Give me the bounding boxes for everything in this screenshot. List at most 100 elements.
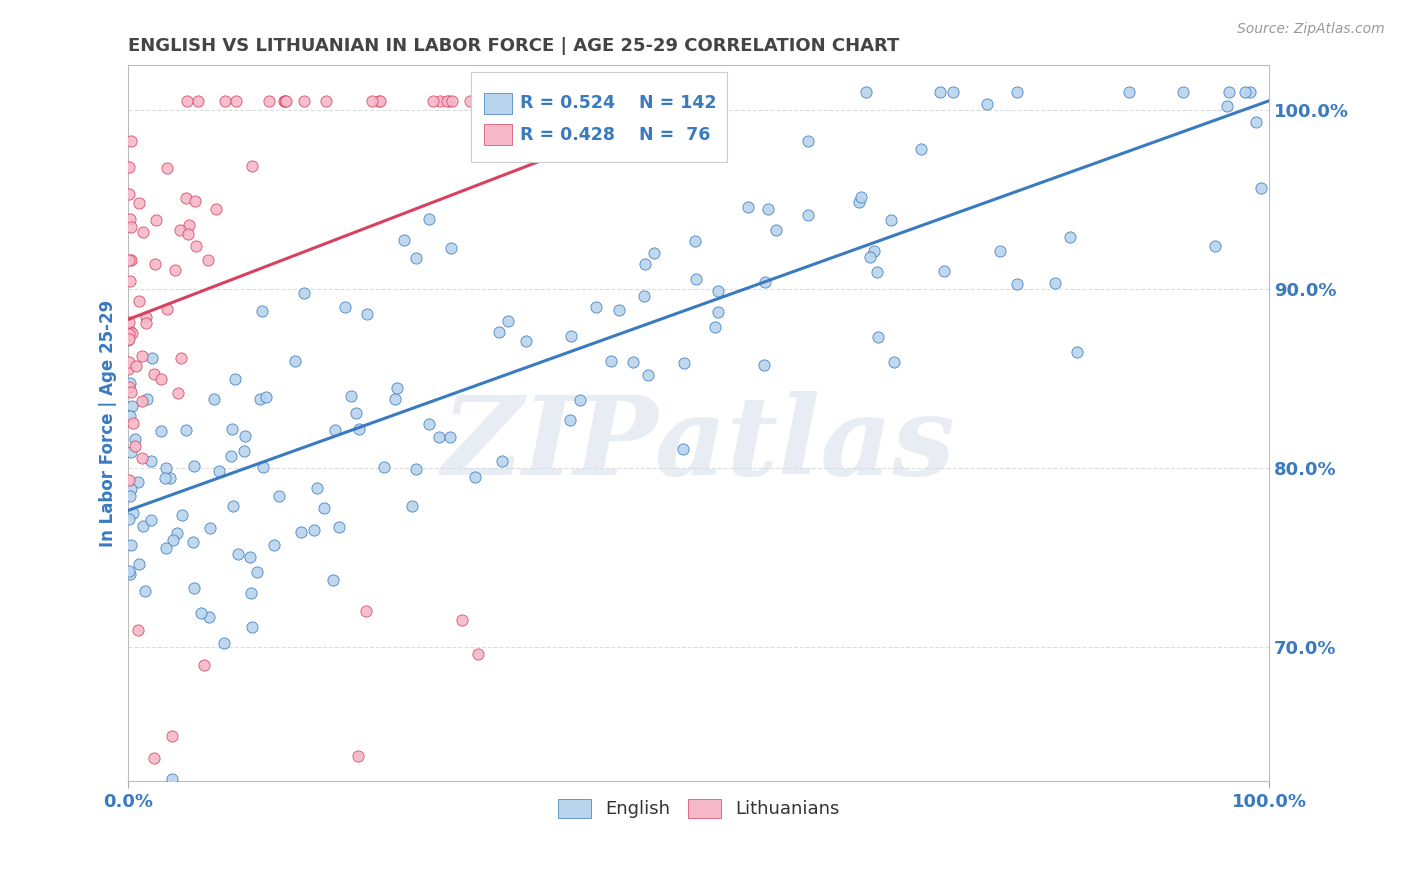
Point xyxy=(118,355,141,369)
Point xyxy=(451,613,474,627)
Point xyxy=(437,94,460,108)
Point xyxy=(849,190,872,204)
Point xyxy=(637,368,659,383)
Point xyxy=(385,381,408,395)
Point xyxy=(401,499,423,513)
Point xyxy=(121,399,143,413)
Point xyxy=(155,541,177,555)
Point xyxy=(976,97,998,112)
Point xyxy=(120,409,142,423)
Point xyxy=(177,218,200,232)
Point xyxy=(1118,85,1140,99)
Point xyxy=(240,159,263,173)
Point xyxy=(328,519,350,533)
Point xyxy=(120,273,142,287)
Point xyxy=(458,94,481,108)
Point xyxy=(934,264,956,278)
Point xyxy=(368,94,391,108)
Point xyxy=(422,94,444,108)
Point xyxy=(135,392,157,406)
Point xyxy=(405,462,427,476)
Point xyxy=(672,356,695,370)
Point xyxy=(292,286,315,301)
Point xyxy=(440,241,463,255)
Point xyxy=(988,244,1011,259)
Point xyxy=(607,303,630,318)
Point xyxy=(118,160,141,174)
Point xyxy=(737,200,759,214)
Point xyxy=(862,244,884,259)
Point xyxy=(160,772,183,786)
Point xyxy=(118,324,141,338)
Point xyxy=(127,475,149,489)
Point xyxy=(585,300,607,314)
Point xyxy=(118,473,141,487)
Point xyxy=(174,191,197,205)
Point xyxy=(160,729,183,743)
Point xyxy=(754,275,776,289)
Point xyxy=(128,557,150,571)
Point xyxy=(1216,99,1239,113)
Point xyxy=(1239,85,1261,99)
Point xyxy=(439,430,461,444)
Point xyxy=(124,432,146,446)
Point xyxy=(250,304,273,318)
Point xyxy=(118,512,141,526)
Text: ENGLISH VS LITHUANIAN IN LABOR FORCE | AGE 25-29 CORRELATION CHART: ENGLISH VS LITHUANIAN IN LABOR FORCE | A… xyxy=(128,37,900,55)
Point xyxy=(1250,180,1272,194)
Point xyxy=(135,310,157,325)
Point xyxy=(569,393,592,408)
Point xyxy=(239,586,262,600)
Point xyxy=(294,94,316,108)
Point xyxy=(239,550,262,565)
Point xyxy=(222,499,245,513)
Point xyxy=(704,320,727,334)
Point xyxy=(257,94,280,108)
FancyBboxPatch shape xyxy=(484,94,512,114)
Point xyxy=(193,657,215,672)
Point xyxy=(134,584,156,599)
Point xyxy=(866,265,889,279)
Point xyxy=(855,85,877,99)
Point xyxy=(488,325,510,339)
Point xyxy=(322,573,344,587)
Point xyxy=(166,386,188,401)
Point xyxy=(312,500,335,515)
Point xyxy=(1066,344,1088,359)
Point xyxy=(118,376,141,390)
Point xyxy=(156,302,179,317)
Point xyxy=(197,610,219,624)
Point xyxy=(183,581,205,595)
Point xyxy=(233,428,256,442)
Text: ZIPatlas: ZIPatlas xyxy=(441,391,956,499)
Point xyxy=(117,252,139,267)
Point xyxy=(418,417,440,431)
Point xyxy=(464,470,486,484)
Point xyxy=(859,250,882,264)
Point xyxy=(225,94,247,108)
Point xyxy=(176,94,198,108)
Point xyxy=(169,351,191,365)
Point xyxy=(1246,114,1268,128)
Point xyxy=(323,423,346,437)
Point xyxy=(177,227,200,242)
Point xyxy=(166,526,188,541)
Point xyxy=(120,219,142,234)
Point xyxy=(361,94,384,108)
Point xyxy=(117,362,139,376)
Point xyxy=(347,749,370,764)
Point xyxy=(643,246,665,260)
FancyBboxPatch shape xyxy=(471,72,727,161)
Point xyxy=(560,328,582,343)
Point xyxy=(756,202,779,216)
Point xyxy=(181,535,204,549)
Point xyxy=(205,202,228,216)
Point xyxy=(752,358,775,372)
Point xyxy=(516,94,538,108)
Point xyxy=(214,94,236,108)
Point xyxy=(120,135,142,149)
Point xyxy=(883,355,905,369)
Point xyxy=(252,460,274,475)
Point xyxy=(880,213,903,227)
Text: R = 0.428    N =  76: R = 0.428 N = 76 xyxy=(520,126,710,144)
